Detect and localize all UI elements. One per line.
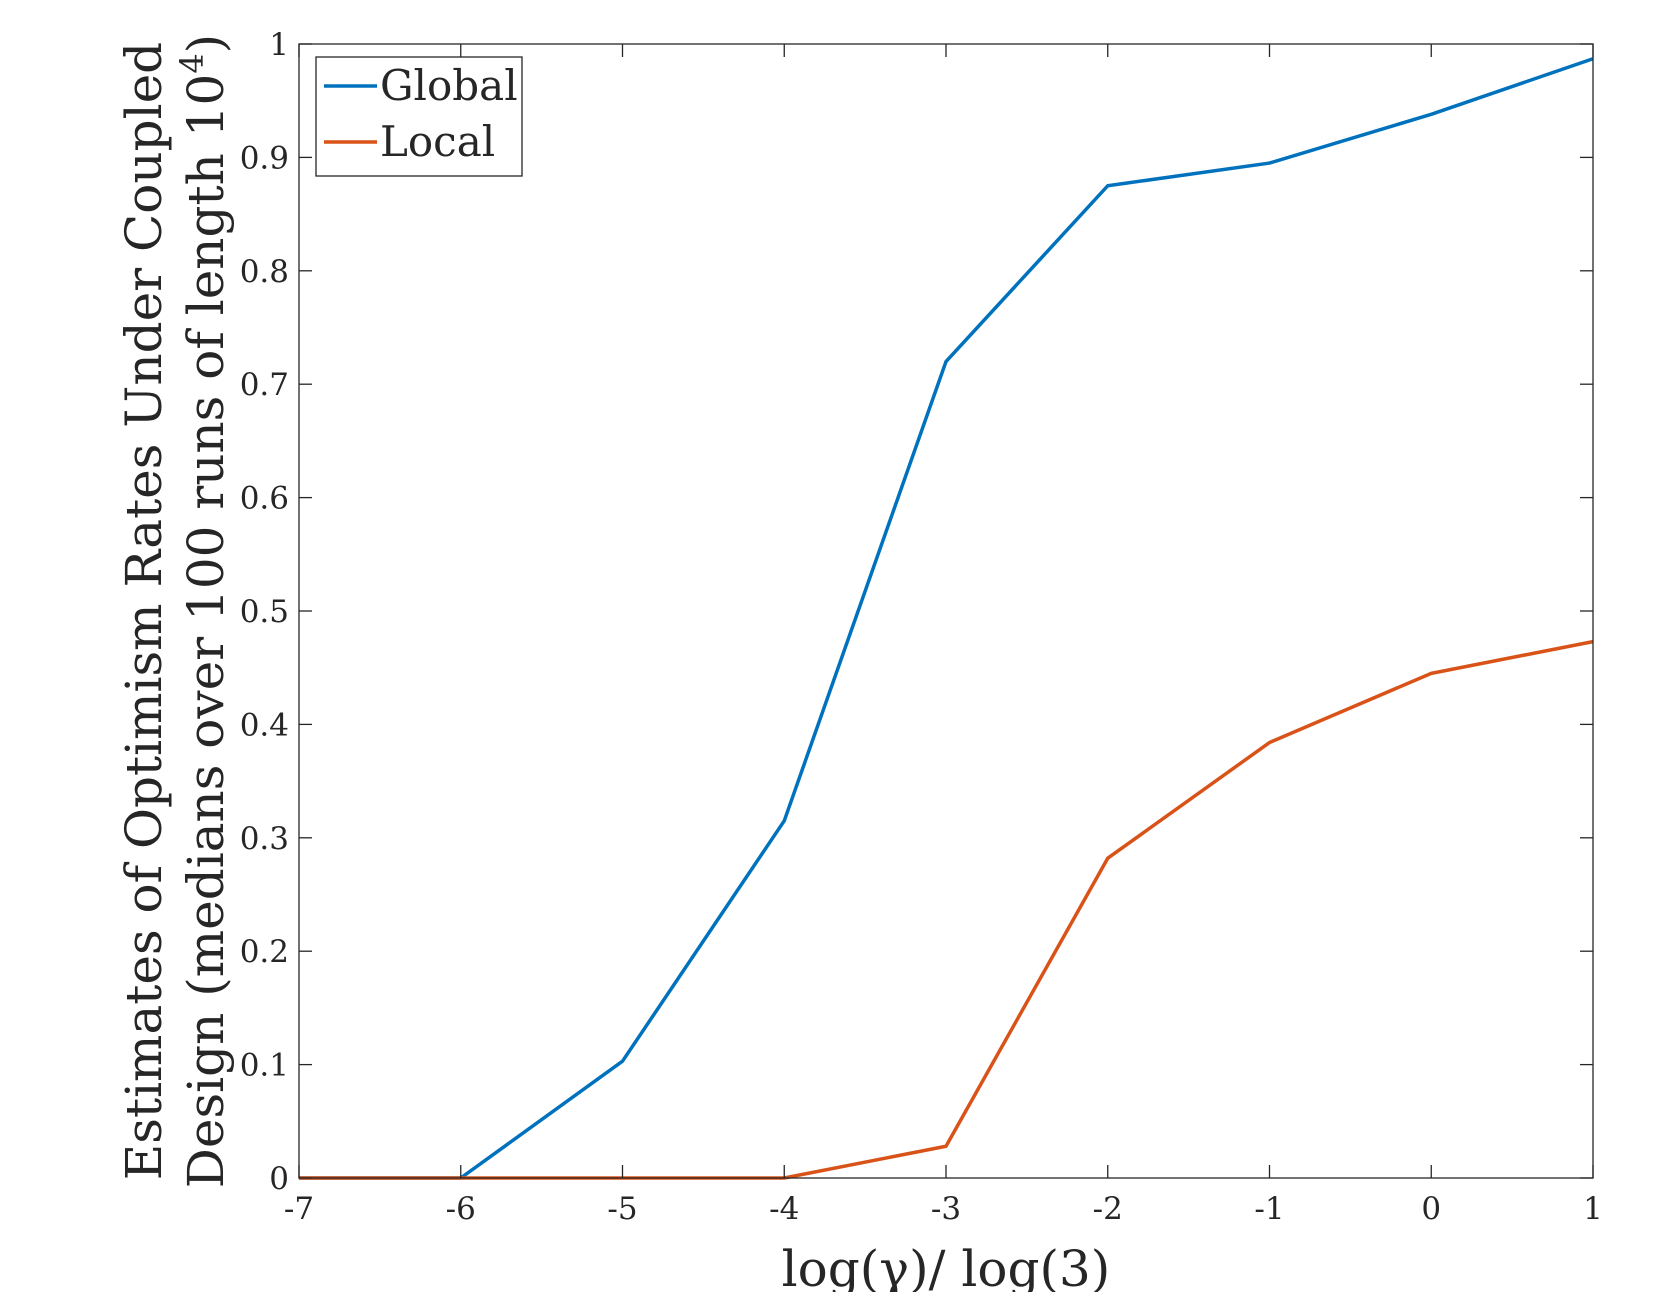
legend: Global Local — [315, 56, 523, 177]
x-tick-label: -7 — [284, 1191, 314, 1227]
legend-label-global: Global — [380, 61, 518, 110]
legend-label-local: Local — [380, 117, 495, 166]
x-tick-label: 1 — [1583, 1191, 1603, 1227]
y-tick-label: 0.4 — [240, 707, 289, 743]
y-tick-label: 0.6 — [240, 481, 289, 517]
y-tick-label: 0 — [269, 1161, 289, 1197]
y-axis-title-line-2-text: Design (medians over 100 runs of length … — [177, 74, 235, 1189]
x-tick-label: -4 — [769, 1191, 799, 1227]
x-tick-label: -3 — [931, 1191, 961, 1227]
y-tick-label: 1 — [269, 27, 289, 63]
legend-box — [315, 56, 523, 177]
y-axis-title-exponent: 4 — [173, 53, 211, 73]
y-tick-label: 0.3 — [240, 821, 289, 857]
y-tick-label: 0.2 — [240, 934, 289, 970]
y-tick-label: 0.7 — [240, 367, 289, 403]
y-tick-label: 0.8 — [240, 254, 289, 290]
y-axis-title-line-2: Design (medians over 100 runs of length … — [173, 34, 235, 1188]
plot-area — [299, 44, 1593, 1178]
y-tick-label: 0.9 — [240, 140, 289, 176]
tick-layer: -7 -6 -5 -4 -3 -2 -1 0 1 0 0.1 0.2 0.3 0.4 0.5 0.6 0.7 0.… — [240, 27, 1603, 1227]
x-tick-label: -6 — [446, 1191, 476, 1227]
x-tick-label: -5 — [607, 1191, 637, 1227]
y-tick-label: 0.5 — [240, 594, 289, 630]
y-tick-label: 0.1 — [240, 1048, 289, 1084]
x-tick-label: -2 — [1093, 1191, 1123, 1227]
y-axis-title-closing: ) — [177, 34, 235, 54]
x-axis-title: log(γ)/ log(3) — [782, 1240, 1111, 1292]
x-tick-label: 0 — [1421, 1191, 1441, 1227]
y-axis-title: Estimates of Optimism Rates Under Couple… — [115, 34, 235, 1188]
y-axis-title-line-1: Estimates of Optimism Rates Under Couple… — [115, 42, 173, 1180]
x-tick-label: -1 — [1254, 1191, 1284, 1227]
